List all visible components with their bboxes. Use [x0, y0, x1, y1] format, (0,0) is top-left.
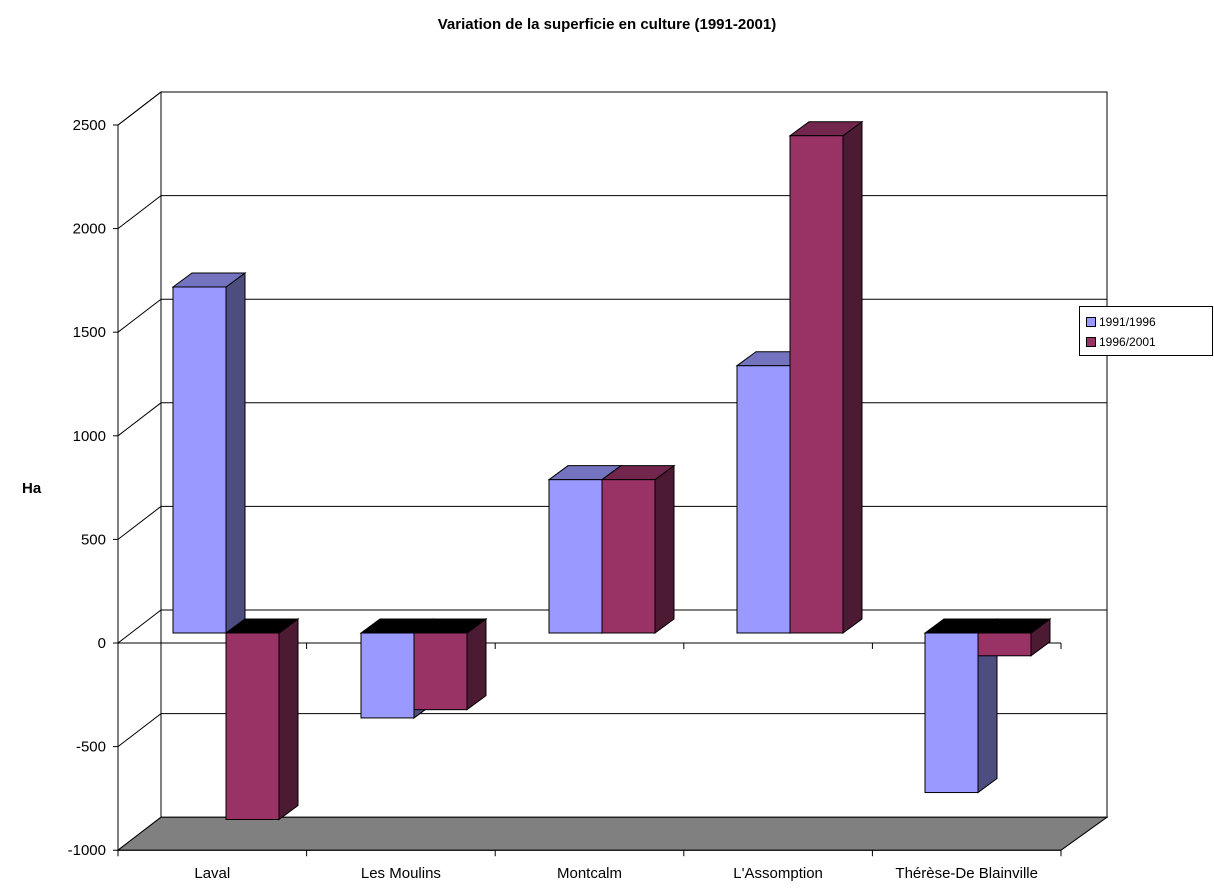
- y-tick-label: 1000: [73, 428, 106, 445]
- bar-front: [413, 632, 468, 711]
- y-tick-label: -1000: [68, 842, 106, 859]
- bar-front: [360, 632, 415, 719]
- legend-label-1991-1996: 1991/1996: [1099, 315, 1156, 329]
- bars: [171, 120, 1052, 821]
- y-tick-label: 500: [81, 531, 106, 548]
- bar-front: [924, 632, 979, 794]
- legend-item-2: 1996/2001: [1086, 334, 1156, 350]
- bar-front: [172, 286, 227, 634]
- y-tick-label: 2500: [73, 117, 106, 134]
- chart-title: Variation de la superficie en culture (1…: [437, 16, 777, 33]
- category-label: L'Assomption: [733, 865, 823, 882]
- bar-front: [736, 365, 791, 634]
- y-tick-label: -500: [76, 739, 106, 756]
- category-labels: Laval Les Moulins Montcalm L'Assomption Thér…: [194, 865, 1038, 882]
- bar-1996-2001-0: [224, 618, 300, 821]
- y-tick-label: 0: [98, 635, 106, 652]
- y-axis-label: Ha: [22, 480, 42, 497]
- bar-side: [466, 618, 487, 711]
- legend-swatch-1996-2001: [1086, 337, 1096, 347]
- floor-plane: [116, 816, 1109, 851]
- bar-1996-2001-4: [976, 618, 1052, 657]
- axes: [113, 124, 1062, 857]
- bar-1991-1996-0: [171, 271, 247, 634]
- bar-front: [789, 135, 844, 634]
- category-label: Thérèse-De Blainville: [895, 865, 1038, 882]
- bar-1996-2001-3: [788, 120, 864, 634]
- bar-front: [548, 479, 603, 634]
- legend: 1991/1996 1996/2001: [1079, 306, 1213, 356]
- bar-side: [654, 464, 675, 634]
- y-tick-label: 1500: [73, 324, 106, 341]
- legend-item-1: 1991/1996: [1086, 314, 1156, 330]
- bar-side: [842, 120, 863, 634]
- gridline: [117, 91, 1107, 126]
- y-tick-label: 2000: [73, 221, 106, 238]
- bar-side: [225, 271, 246, 634]
- category-label: Les Moulins: [361, 865, 441, 882]
- side-wall: [117, 90, 162, 852]
- bar-1996-2001-2: [600, 464, 676, 634]
- chart-floor: [116, 816, 1109, 851]
- bar-1996-2001-1: [412, 618, 488, 711]
- bar-front: [225, 632, 280, 820]
- category-label: Montcalm: [557, 865, 622, 882]
- bar-side: [278, 618, 299, 821]
- bar-front: [601, 479, 656, 634]
- tick-labels: -1000 -500 0 500 1000 1500 2000 2500: [68, 117, 106, 859]
- legend-swatch-1991-1996: [1086, 317, 1096, 327]
- bar-front: [977, 632, 1032, 657]
- legend-label-1996-2001: 1996/2001: [1099, 335, 1156, 349]
- gridline: [117, 713, 1107, 747]
- category-label: Laval: [194, 865, 230, 882]
